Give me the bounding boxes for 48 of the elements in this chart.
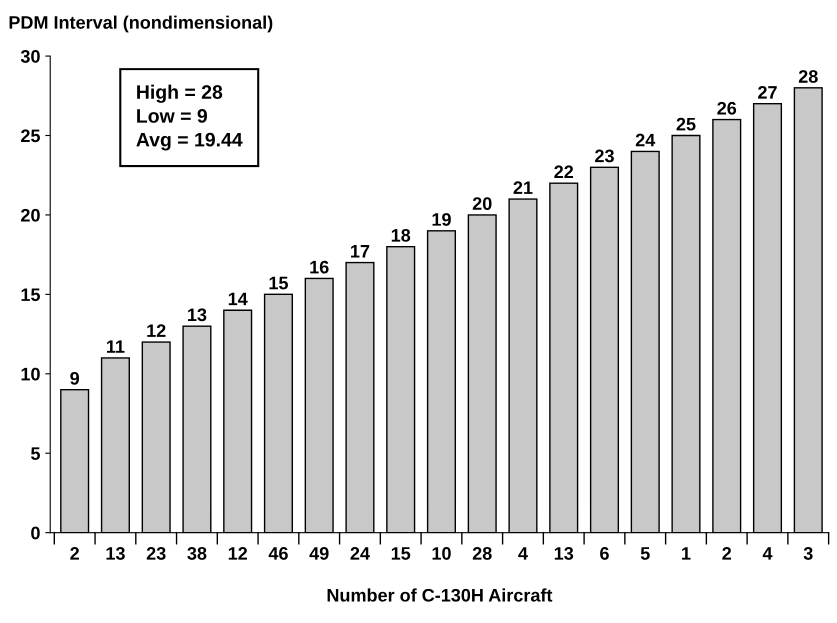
x-tick-label: 3 <box>804 547 813 560</box>
annotation: High = 28 Low = 9 Avg = 19.44 <box>136 84 243 150</box>
data-label: 23 <box>595 150 614 162</box>
x-tick-label: 13 <box>554 547 574 560</box>
data-label: 18 <box>392 228 410 242</box>
data-label: 25 <box>676 118 696 131</box>
data-label: 28 <box>798 70 818 83</box>
data-label: 9 <box>70 372 80 385</box>
y-tick-label: 25 <box>21 129 40 142</box>
data-label: 13 <box>188 308 206 322</box>
data-label: 15 <box>270 276 288 290</box>
x-tick-label: 1 <box>682 547 691 560</box>
data-label: 12 <box>147 324 166 337</box>
data-label: 14 <box>228 292 248 306</box>
y-tick-label: 0 <box>31 526 40 540</box>
data-label: 24 <box>636 134 656 146</box>
x-tick-label: 38 <box>187 547 206 560</box>
x-tick-label: 46 <box>268 547 288 560</box>
x-tick-label: 6 <box>600 547 609 560</box>
data-label: 21 <box>514 181 533 194</box>
data-label: 26 <box>717 102 736 115</box>
data-label: 16 <box>310 260 329 274</box>
y-tick-label: 20 <box>21 208 40 222</box>
data-label: 17 <box>351 245 370 258</box>
y-tick-label: 5 <box>31 447 40 460</box>
y-tick-label: 10 <box>22 368 40 381</box>
x-tick-label: 2 <box>722 547 732 560</box>
x-tick-label: 49 <box>309 547 329 560</box>
x-tick-label: 5 <box>640 547 650 560</box>
x-tick-label: 28 <box>472 547 492 560</box>
x-axis-title: Number of C-130H Aircraft <box>328 588 552 602</box>
data-label: 19 <box>432 213 451 226</box>
x-tick-label: 12 <box>228 547 248 560</box>
x-tick-label: 13 <box>106 547 125 560</box>
data-label: 27 <box>758 86 777 99</box>
x-tick-label: 10 <box>432 547 451 560</box>
y-axis-title: PDM Interval (nondimensional) <box>10 16 272 32</box>
data-label: 20 <box>472 197 492 210</box>
x-tick-label: 24 <box>350 547 370 560</box>
x-tick-label: 4 <box>762 547 772 560</box>
y-tick-label: 30 <box>20 50 40 63</box>
x-tick-label: 23 <box>146 547 166 560</box>
data-label: 22 <box>554 165 574 178</box>
data-label: 11 <box>107 340 124 353</box>
x-tick-label: 4 <box>518 547 528 560</box>
y-tick-label: 15 <box>22 288 40 302</box>
x-tick-label: 15 <box>392 547 410 560</box>
x-tick-label: 2 <box>70 547 79 560</box>
